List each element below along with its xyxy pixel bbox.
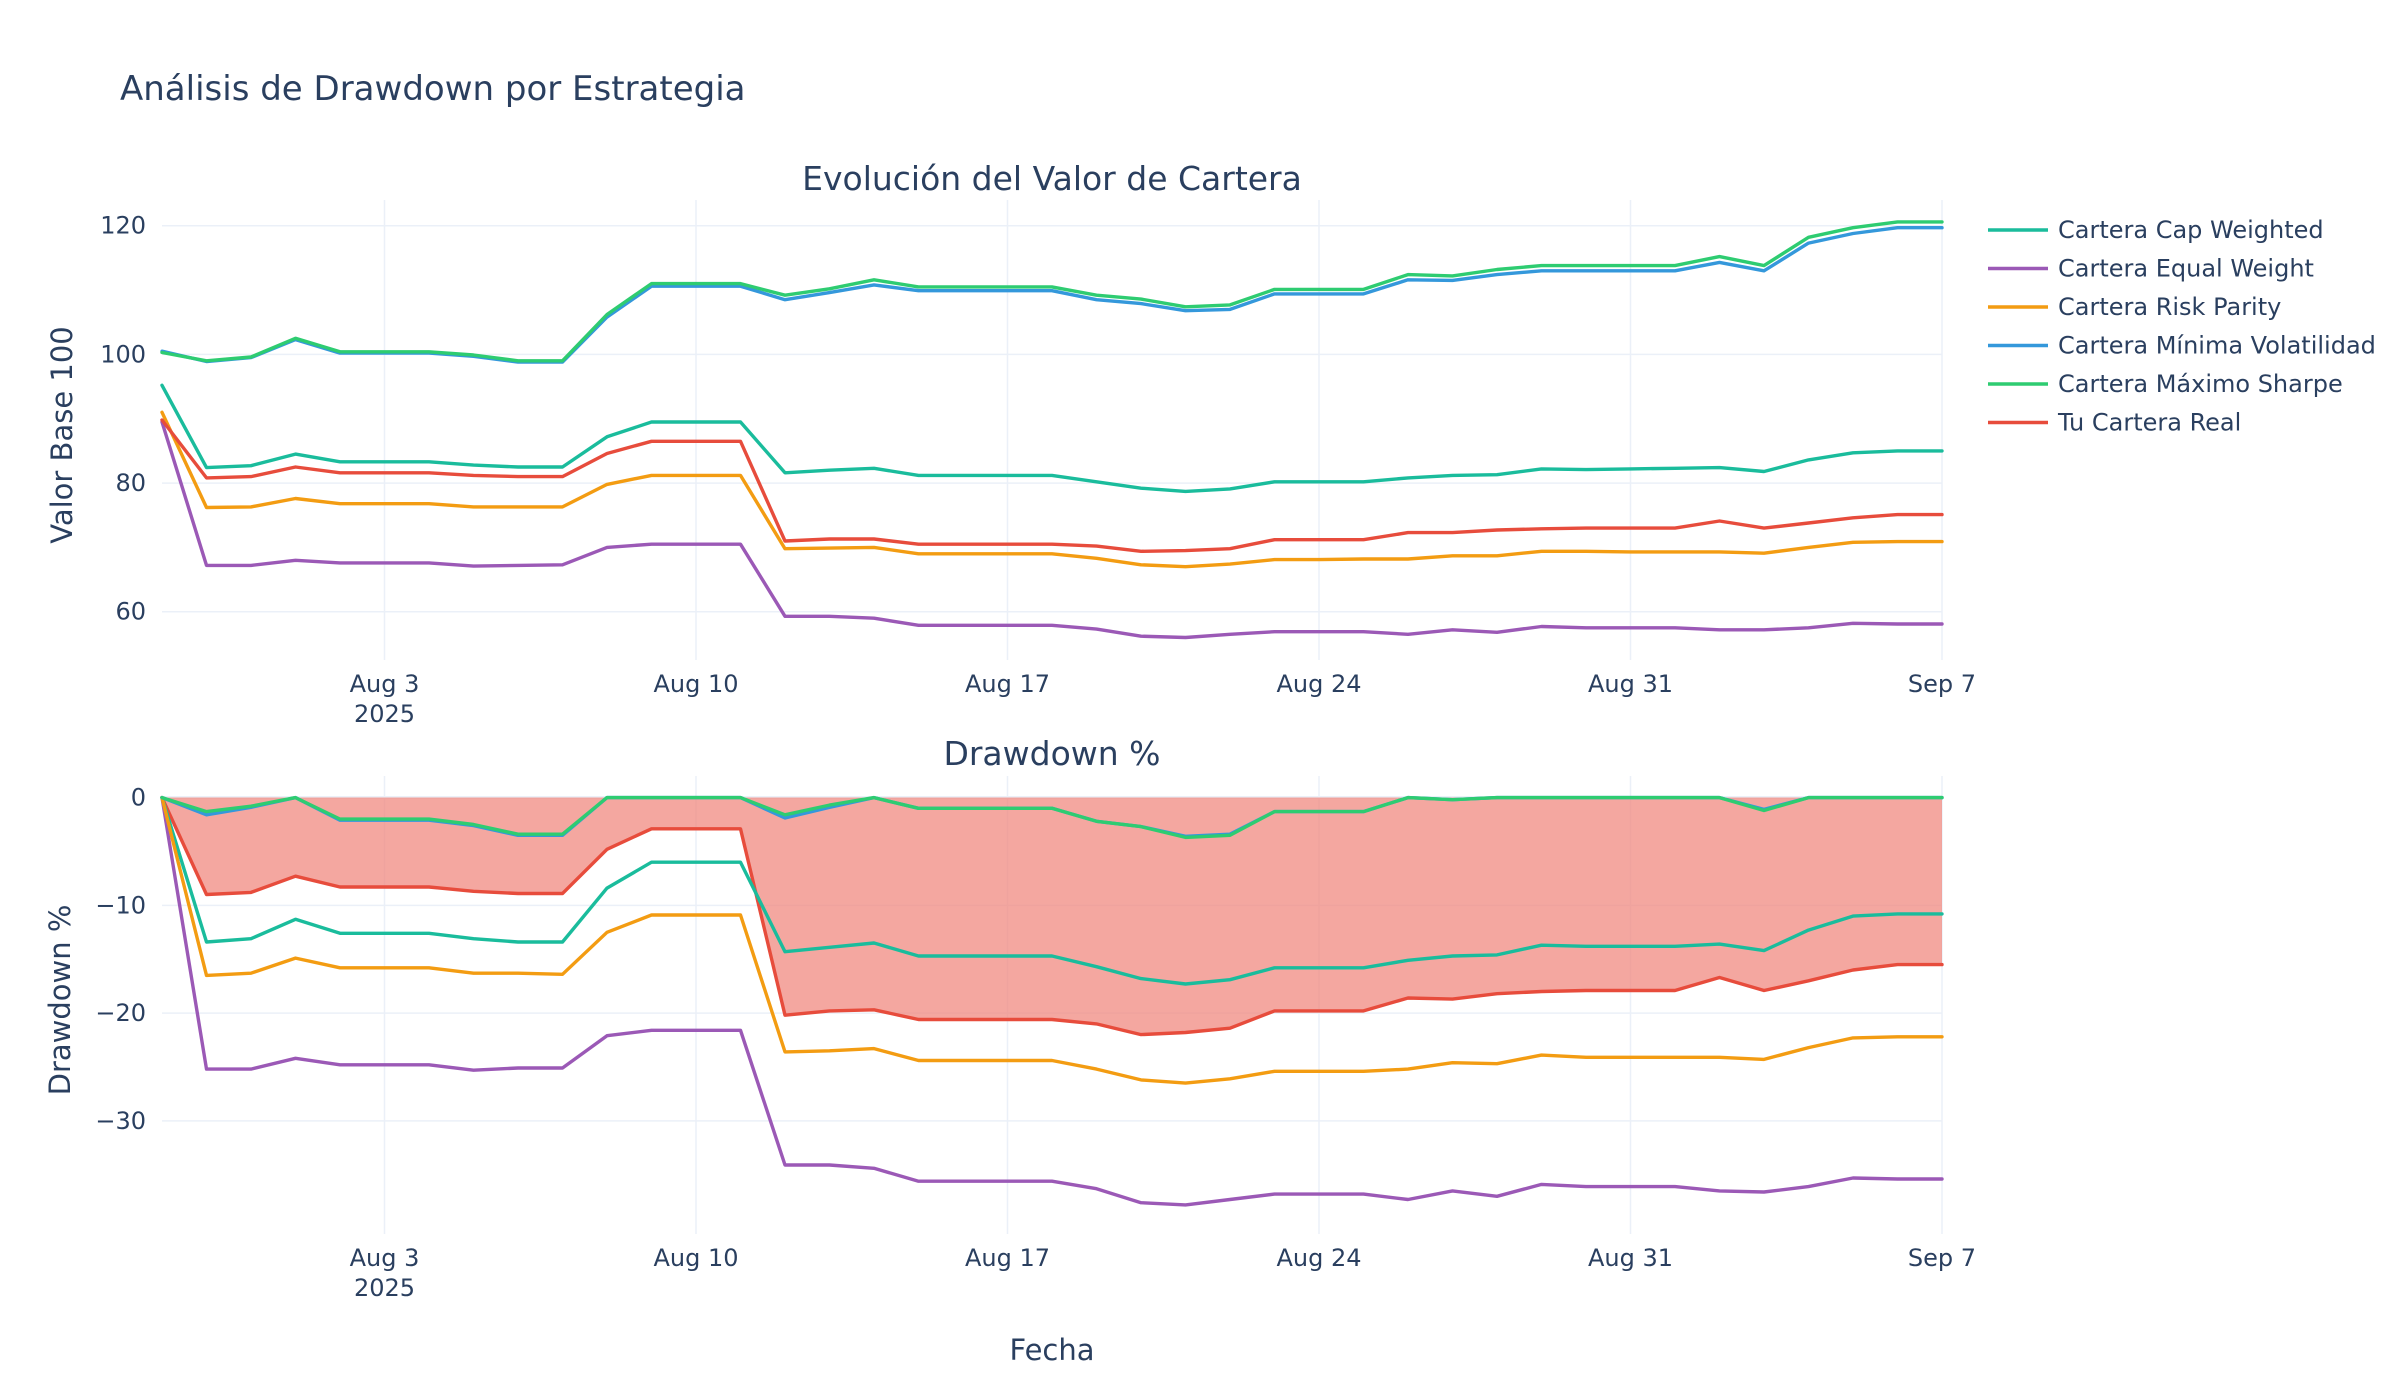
- drawdown-x-tick-label: Sep 7: [1908, 1244, 1976, 1272]
- value-y-tick-label: 60: [115, 598, 146, 626]
- legend: Cartera Cap Weighted Cartera Equal Weight…: [1988, 216, 2376, 437]
- legend-item-cartera-risk-parity[interactable]: Cartera Risk Parity: [1988, 293, 2281, 321]
- value-series-group: [160, 220, 1944, 640]
- drawdown-x-tick-label: Aug 24: [1276, 1244, 1361, 1272]
- x-axis-title: Fecha: [1009, 1333, 1094, 1367]
- drawdown-x-tick-label: Aug 10: [653, 1244, 738, 1272]
- drawdown-line-cartera-cap-weighted: [160, 795, 1944, 986]
- legend-item-tu-cartera-real[interactable]: Tu Cartera Real: [1988, 409, 2241, 437]
- value-grid: [162, 200, 1943, 660]
- value-y-ticks: 60 80 100 120: [100, 212, 146, 626]
- drawdown-y-tick-label: 0: [131, 784, 146, 812]
- value-y-tick-label: 80: [115, 469, 146, 497]
- legend-label: Cartera Risk Parity: [2058, 293, 2281, 321]
- value-x-tick-label: Aug 31: [1588, 670, 1673, 698]
- value-evolution-title: Evolución del Valor de Cartera: [802, 159, 1302, 198]
- value-line-cartera-cap-weighted: [160, 383, 1944, 494]
- legend-label: Tu Cartera Real: [2057, 409, 2241, 437]
- drawdown-y-ticks: 0 −10 −20 −30: [95, 784, 146, 1135]
- drawdown-area-tu-cartera-real: [162, 797, 1942, 1035]
- legend-item-cartera-maximo-sharpe[interactable]: Cartera Máximo Sharpe: [1988, 370, 2343, 398]
- legend-label: Cartera Máximo Sharpe: [2058, 370, 2343, 398]
- drawdown-series-group: [160, 795, 1944, 1207]
- value-line-tu-cartera-real: [160, 418, 1944, 553]
- drawdown-line-cartera-risk-parity: [160, 795, 1944, 1085]
- value-line-cartera-minima-volatilidad: [160, 225, 1944, 364]
- drawdown-title: Drawdown %: [943, 734, 1160, 773]
- legend-label: Cartera Mínima Volatilidad: [2058, 332, 2376, 360]
- drawdown-axis-title: Drawdown %: [43, 905, 77, 1096]
- legend-item-cartera-minima-volatilidad[interactable]: Cartera Mínima Volatilidad: [1988, 332, 2376, 360]
- value-x-tick-label: Aug 17: [965, 670, 1050, 698]
- drawdown-x-tick-label: Aug 3: [350, 1244, 420, 1272]
- drawdown-x-tick-label: Aug 17: [965, 1244, 1050, 1272]
- value-line-cartera-risk-parity: [160, 410, 1944, 569]
- legend-label: Cartera Equal Weight: [2058, 255, 2314, 283]
- drawdown-x-tick-sublabel: 2025: [354, 1274, 415, 1302]
- value-evolution-panel: Evolución del Valor de Cartera Valor Bas…: [45, 159, 1976, 728]
- drawdown-y-tick-label: −20: [95, 999, 146, 1027]
- legend-label: Cartera Cap Weighted: [2058, 216, 2324, 244]
- legend-item-cartera-equal-weight[interactable]: Cartera Equal Weight: [1988, 255, 2314, 283]
- value-axis-title: Valor Base 100: [45, 326, 79, 544]
- value-x-tick-label: Aug 3: [350, 670, 420, 698]
- drawdown-y-tick-label: −10: [95, 891, 146, 919]
- value-x-tick-label: Aug 24: [1276, 670, 1361, 698]
- drawdown-x-tick-label: Aug 31: [1588, 1244, 1673, 1272]
- figure-title: Análisis de Drawdown por Estrategia: [120, 69, 746, 109]
- drawdown-line-cartera-maximo-sharpe: [160, 795, 1944, 840]
- drawdown-fill-group: [162, 797, 1942, 1035]
- value-x-tick-label: Sep 7: [1908, 670, 1976, 698]
- value-line-cartera-maximo-sharpe: [160, 220, 1944, 363]
- value-x-tick-label: Aug 10: [653, 670, 738, 698]
- drawdown-line-tu-cartera-real: [160, 795, 1944, 1037]
- drawdown-line-cartera-equal-weight: [160, 795, 1944, 1207]
- drawdown-y-tick-label: −30: [95, 1107, 146, 1135]
- value-y-tick-label: 120: [100, 212, 146, 240]
- value-y-tick-label: 100: [100, 340, 146, 368]
- drawdown-panel: Drawdown % Drawdown % 0 −10 −20 −30 Aug 320…: [43, 734, 1976, 1367]
- value-line-cartera-equal-weight: [160, 420, 1944, 640]
- legend-item-cartera-cap-weighted[interactable]: Cartera Cap Weighted: [1988, 216, 2324, 244]
- value-x-tick-sublabel: 2025: [354, 700, 415, 728]
